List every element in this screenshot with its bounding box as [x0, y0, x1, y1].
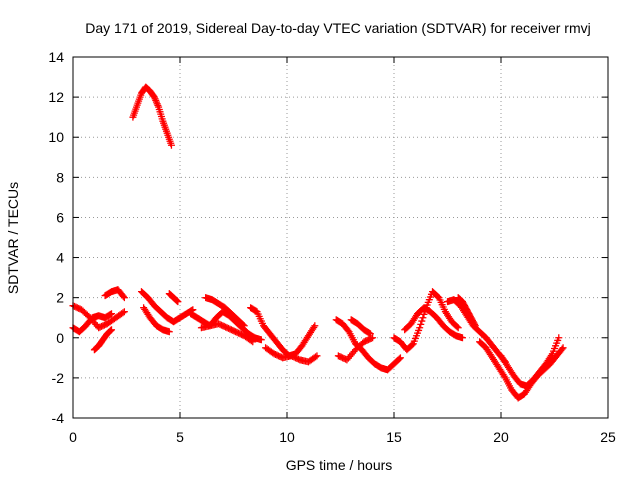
data-point	[369, 334, 377, 342]
data-point	[555, 334, 563, 342]
y-tick-label: 12	[48, 89, 64, 105]
y-tick-label: 2	[56, 290, 64, 306]
data-points	[69, 83, 567, 402]
x-tick-label: 15	[386, 429, 402, 445]
y-tick-label: -2	[52, 370, 65, 386]
data-point	[247, 337, 255, 345]
data-point	[174, 298, 182, 306]
axis-ticks: 0 5 10 15 20 25 -4 -2 0 2 4 6 8 10 12 14	[48, 49, 616, 445]
series-run-20to23-b	[497, 334, 563, 390]
data-point	[408, 341, 416, 349]
series-run-13to14-c	[347, 316, 374, 338]
x-tick-label: 20	[493, 429, 509, 445]
y-tick-label: 0	[56, 330, 64, 346]
data-point	[395, 355, 403, 363]
data-point	[558, 345, 566, 353]
data-point	[119, 292, 127, 300]
data-point	[120, 308, 128, 316]
plot-frame	[72, 56, 609, 419]
grid	[73, 57, 608, 418]
data-point	[471, 322, 479, 330]
series-run-17to20	[444, 296, 509, 366]
data-point	[173, 297, 181, 305]
series-run-12to15-b	[334, 334, 377, 364]
x-tick-label: 10	[279, 429, 295, 445]
series-run-12to15	[332, 316, 404, 374]
data-point	[106, 310, 114, 318]
series-mid-a	[137, 288, 197, 326]
data-point	[559, 344, 567, 352]
data-point	[367, 334, 375, 342]
data-point	[365, 329, 373, 337]
data-point	[108, 326, 116, 334]
data-point	[310, 323, 318, 331]
series-early-b	[69, 302, 128, 332]
series-run-15to18-b	[401, 304, 466, 342]
data-point	[167, 141, 175, 149]
series-run-15to18	[390, 288, 462, 354]
data-point	[107, 326, 115, 334]
y-tick-label: 4	[56, 250, 64, 266]
y-tick-label: 8	[56, 169, 64, 185]
data-point	[257, 336, 265, 344]
series-run-6to8-b	[202, 294, 248, 330]
data-point	[547, 351, 555, 359]
series-early-a	[69, 310, 116, 336]
x-tick-label: 0	[69, 429, 77, 445]
y-tick-label: -4	[52, 410, 65, 426]
data-point	[249, 338, 257, 346]
data-point	[240, 322, 248, 330]
chart-title: Day 171 of 2019, Sidereal Day-to-day VTE…	[85, 20, 590, 36]
data-point	[454, 324, 462, 332]
series-run-9to11-b	[262, 344, 321, 366]
data-point	[151, 95, 159, 103]
data-point	[500, 372, 508, 380]
data-point	[239, 321, 247, 329]
data-point	[453, 323, 461, 331]
data-point	[418, 317, 426, 325]
y-axis-label: SDTVAR / TECUs	[5, 182, 21, 294]
data-point	[152, 96, 160, 104]
series-high-arc	[129, 83, 175, 149]
y-tick-label: 10	[48, 129, 64, 145]
data-point	[150, 93, 158, 101]
series-mid-c	[165, 290, 182, 306]
y-tick-label: 14	[48, 49, 64, 65]
data-point	[153, 100, 161, 108]
data-point	[311, 322, 319, 330]
x-tick-label: 5	[176, 429, 184, 445]
data-point	[108, 310, 116, 318]
data-point	[172, 296, 180, 304]
series-run-6to8-c	[197, 320, 257, 346]
series-run-18to19-c	[454, 294, 479, 330]
data-point	[313, 352, 321, 360]
data-point	[396, 354, 404, 362]
series-early-d	[101, 286, 128, 302]
series-early-c	[90, 326, 116, 354]
data-point	[417, 320, 425, 328]
x-axis-label: GPS time / hours	[286, 457, 393, 473]
x-tick-label: 25	[600, 429, 616, 445]
data-point	[419, 314, 427, 322]
data-point	[120, 294, 128, 302]
data-point	[366, 330, 374, 338]
data-point	[420, 310, 428, 318]
data-point	[106, 327, 114, 335]
data-point	[458, 334, 466, 342]
data-point	[165, 328, 173, 336]
data-point	[471, 320, 479, 328]
data-point	[119, 309, 127, 317]
data-point	[154, 101, 162, 109]
series-mid-b	[140, 304, 173, 336]
data-point	[416, 324, 424, 332]
y-tick-label: 6	[56, 209, 64, 225]
data-point	[152, 98, 160, 106]
data-point	[312, 353, 320, 361]
series-run-8to11	[247, 304, 319, 360]
